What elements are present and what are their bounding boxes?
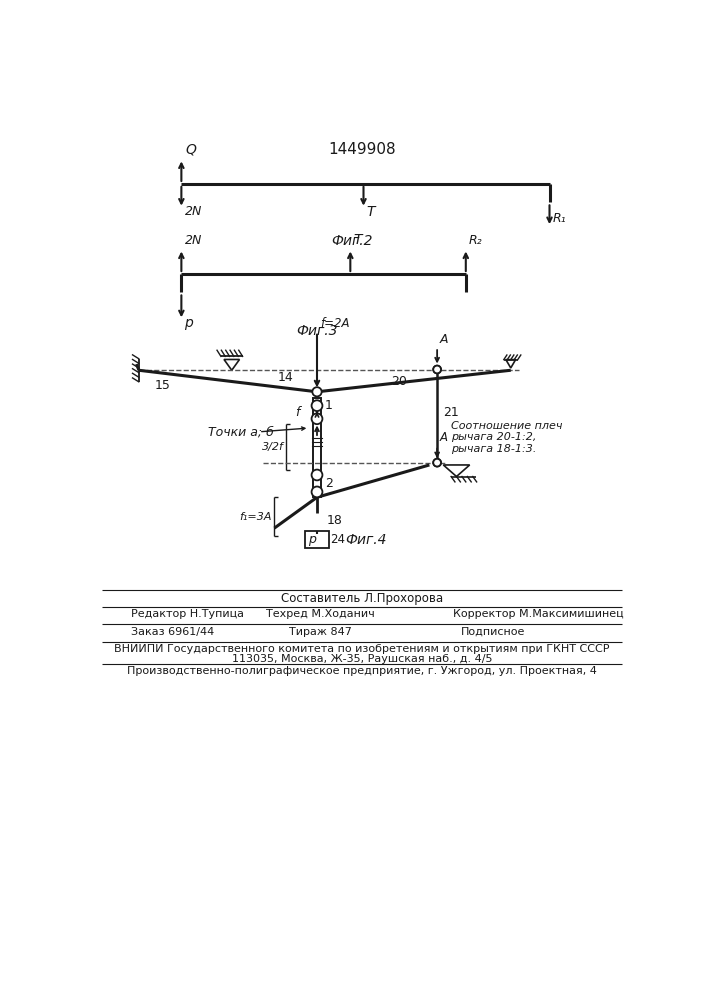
Text: 24: 24 xyxy=(330,533,345,546)
Text: Техред М.Ходанич: Техред М.Ходанич xyxy=(267,609,375,619)
Text: 2N: 2N xyxy=(185,205,202,218)
Text: Редактор Н.Тупица: Редактор Н.Тупица xyxy=(131,609,244,619)
Text: 2: 2 xyxy=(325,477,332,490)
Text: Фиг.2: Фиг.2 xyxy=(331,234,373,248)
Text: R₂: R₂ xyxy=(469,234,482,247)
Text: 1449908: 1449908 xyxy=(328,142,396,157)
Text: T: T xyxy=(367,205,375,219)
Text: Производственно-полиграфическое предприятие, г. Ужгород, ул. Проектная, 4: Производственно-полиграфическое предприя… xyxy=(127,666,597,676)
Circle shape xyxy=(312,413,322,424)
Text: Фиг.3: Фиг.3 xyxy=(296,324,338,338)
Text: Фиг.4: Фиг.4 xyxy=(346,533,387,547)
Text: p: p xyxy=(308,533,315,546)
Text: 18: 18 xyxy=(327,514,342,527)
Text: f: f xyxy=(296,406,300,419)
Text: f=2A: f=2A xyxy=(320,317,349,330)
Text: T: T xyxy=(354,233,362,247)
Text: 3/2f: 3/2f xyxy=(262,442,284,452)
Text: A: A xyxy=(440,431,448,444)
Text: 20: 20 xyxy=(391,375,407,388)
Text: 1: 1 xyxy=(325,399,332,412)
Text: A: A xyxy=(440,333,448,346)
Text: Соотношение плеч: Соотношение плеч xyxy=(451,421,563,431)
Text: 113035, Москва, Ж-35, Раушская наб., д. 4/5: 113035, Москва, Ж-35, Раушская наб., д. … xyxy=(232,654,492,664)
Circle shape xyxy=(312,387,322,396)
Text: 15: 15 xyxy=(154,379,170,392)
Circle shape xyxy=(312,470,322,480)
Text: Точки а; б: Точки а; б xyxy=(209,425,274,438)
Circle shape xyxy=(433,459,441,466)
Circle shape xyxy=(312,400,322,411)
Text: R₁: R₁ xyxy=(553,212,566,225)
Text: Q: Q xyxy=(185,143,196,157)
Text: Подписное: Подписное xyxy=(460,627,525,637)
Circle shape xyxy=(433,366,441,373)
Text: p: p xyxy=(185,316,193,330)
Circle shape xyxy=(433,366,441,373)
Text: рычага 18-1:3.: рычага 18-1:3. xyxy=(451,444,537,454)
Text: Составитель Л.Прохорова: Составитель Л.Прохорова xyxy=(281,592,443,605)
Text: 14: 14 xyxy=(278,371,293,384)
Text: ВНИИПИ Государственного комитета по изобретениям и открытиям при ГКНТ СССР: ВНИИПИ Государственного комитета по изоб… xyxy=(115,644,609,654)
Bar xyxy=(305,531,329,548)
Circle shape xyxy=(433,459,441,466)
Text: Заказ 6961/44: Заказ 6961/44 xyxy=(131,627,214,637)
Text: Тираж 847: Тираж 847 xyxy=(289,627,352,637)
Text: рычага 20-1:2,: рычага 20-1:2, xyxy=(451,432,537,442)
Text: Корректор М.Максимишинец: Корректор М.Максимишинец xyxy=(452,609,623,619)
Text: f₁=3A: f₁=3A xyxy=(240,512,272,522)
Text: 21: 21 xyxy=(443,406,459,419)
Text: 2N: 2N xyxy=(185,234,202,247)
Bar xyxy=(313,398,321,497)
Circle shape xyxy=(312,487,322,497)
